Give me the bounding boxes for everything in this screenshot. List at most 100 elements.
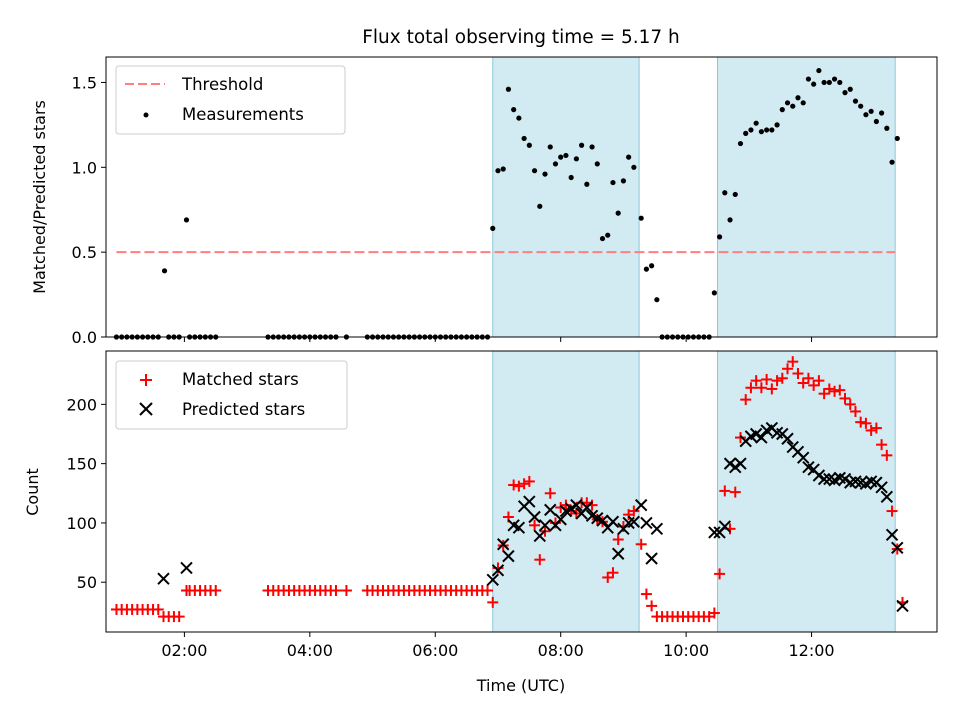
measurement-point	[811, 81, 817, 87]
matched-star-point	[646, 600, 658, 612]
measurement-point	[889, 159, 895, 165]
measurement-point	[769, 127, 775, 133]
top-axes-frame	[105, 56, 938, 338]
matched-star-point	[210, 585, 222, 597]
matched-star-point	[818, 388, 830, 400]
matched-star-point	[839, 392, 851, 404]
measurement-point	[615, 210, 621, 216]
measurement-point	[620, 178, 627, 184]
predicted-star-point	[749, 427, 763, 441]
measurement-point	[505, 86, 512, 92]
matched-star-point	[612, 534, 624, 546]
measurement-point	[774, 122, 780, 128]
predicted-star-point	[528, 510, 541, 524]
predicted-star-point	[875, 481, 888, 494]
bottom-xtick-label: 06:00	[412, 641, 458, 660]
matched-star-point	[555, 502, 567, 514]
predicted-star-point	[554, 513, 567, 526]
predicted-star-point	[729, 460, 742, 474]
matched-stars-series	[110, 356, 909, 623]
predicted-star-point	[755, 431, 768, 444]
predicted-star-point	[708, 526, 721, 539]
predicted-star-point	[157, 572, 170, 585]
measurement-point	[753, 120, 759, 126]
matched-star-point	[766, 383, 778, 395]
measurement-point	[790, 103, 796, 109]
measurement-point	[764, 127, 770, 133]
measurement-point	[795, 95, 801, 101]
measurement-point	[748, 127, 754, 133]
predicted-star-point	[611, 547, 625, 560]
matched-star-point	[808, 379, 820, 391]
matched-star-point	[844, 398, 856, 410]
measurement-point	[711, 290, 717, 296]
matched-star-point	[518, 478, 530, 490]
measurement-point	[884, 125, 890, 131]
top-ytick-label: 1.0	[72, 158, 97, 177]
predicted-star-point	[497, 538, 510, 551]
measurement-point	[599, 235, 606, 242]
matched-star-point	[719, 485, 731, 497]
predicted-star-point	[812, 469, 826, 482]
predicted-star-point	[180, 561, 193, 575]
measurement-point	[879, 110, 885, 116]
measurement-point	[183, 217, 190, 223]
matched-star-point	[870, 422, 882, 434]
matched-star-point	[628, 505, 640, 517]
top-x-ticks	[183, 337, 813, 342]
measurement-point	[743, 130, 749, 136]
measurement-point	[779, 107, 785, 113]
measurement-point	[649, 263, 655, 269]
bottom-legend: Matched stars Predicted stars	[115, 360, 348, 430]
matched-star-point	[513, 480, 525, 492]
measurement-point	[737, 140, 744, 147]
predicted-stars-series	[157, 421, 909, 613]
measurement-point	[542, 171, 548, 177]
measurement-point	[490, 225, 496, 231]
measurement-point	[589, 144, 595, 150]
predicted-star-point	[885, 528, 899, 541]
measurement-point	[547, 144, 553, 150]
predicted-star-point	[486, 573, 499, 587]
predicted-star-point	[523, 495, 536, 508]
measurement-point	[631, 164, 637, 170]
predicted-star-point	[723, 457, 737, 470]
measurement-point	[610, 179, 616, 186]
bottom-panel: 50 100 150 200 02:00 04:00 06:00 08:00 10:00 12:…	[23, 350, 938, 695]
legend-matched-label: Matched stars	[182, 370, 299, 389]
matched-star-point	[776, 372, 788, 384]
measurement-point	[727, 217, 733, 223]
bottom-ylabel: Count	[23, 468, 42, 516]
measurement-point	[563, 152, 569, 159]
measurement-point	[579, 142, 585, 148]
predicted-star-point	[645, 552, 658, 565]
matched-star-point	[834, 384, 846, 396]
measurement-point	[847, 86, 853, 92]
measurement-point	[495, 168, 501, 174]
predicted-star-point	[880, 490, 894, 504]
measurement-point	[558, 154, 564, 160]
measurement-point	[161, 268, 168, 274]
matched-star-point	[340, 585, 352, 597]
measurement-point	[805, 76, 812, 82]
top-y-axis: 0.0 0.5 1.0 1.5	[72, 73, 106, 347]
bottom-xtick-label: 04:00	[287, 641, 333, 660]
measurement-point	[732, 191, 738, 198]
matched-star-point	[708, 607, 720, 619]
measurement-point	[816, 67, 822, 74]
measurement-point	[594, 161, 600, 167]
matched-star-point	[734, 432, 746, 444]
matched-star-point	[508, 479, 520, 491]
measurement-point	[873, 118, 879, 125]
measurement-point	[552, 161, 559, 167]
measurement-point	[537, 203, 543, 209]
matched-star-point	[855, 416, 867, 428]
measurement-point	[584, 181, 590, 187]
measurement-point	[821, 79, 827, 86]
measurement-point	[784, 100, 791, 106]
legend-matched-swatch	[140, 374, 152, 386]
matched-star-point	[152, 603, 164, 615]
bottom-axes-frame	[105, 350, 938, 633]
bottom-y-axis: 50 100 150 200	[66, 395, 106, 592]
